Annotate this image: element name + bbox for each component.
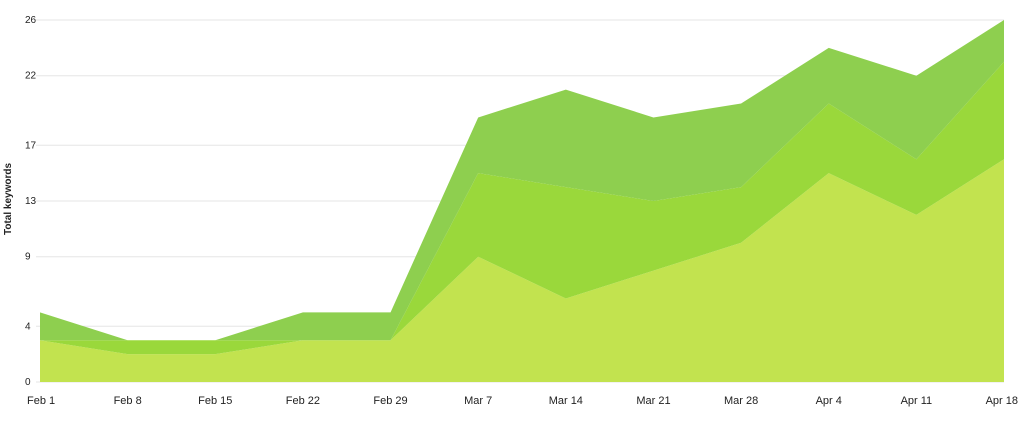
y-tick-label: 22 <box>25 71 37 82</box>
x-tick-label: Mar 28 <box>724 395 758 407</box>
x-tick-label: Mar 14 <box>549 395 583 407</box>
x-tick-label: Apr 11 <box>901 395 933 407</box>
x-tick-label: Mar 7 <box>464 395 492 407</box>
x-tick-label: Feb 29 <box>373 395 407 407</box>
area-series-1 <box>40 159 1004 382</box>
x-tick-label: Feb 8 <box>114 395 142 407</box>
y-axis-title: Total keywords <box>3 163 14 235</box>
y-tick-label: 9 <box>25 252 31 263</box>
area-series-2 <box>40 61 1004 355</box>
x-tick-label: Feb 15 <box>198 395 232 407</box>
x-tick-label: Feb 1 <box>27 395 55 407</box>
x-axis-ticks: Feb 1 Feb 8 Feb 15 Feb 22 Feb 29 Mar 7 Mar 14 M… <box>27 395 1018 407</box>
area-series-3 <box>40 20 1004 341</box>
y-tick-label: 13 <box>25 196 37 207</box>
y-tick-label: 26 <box>25 15 37 26</box>
y-axis-ticks: 0 4 9 13 17 22 26 <box>25 15 37 388</box>
y-tick-label: 0 <box>25 377 31 388</box>
x-tick-label: Apr 18 <box>986 395 1018 407</box>
x-tick-label: Feb 22 <box>286 395 320 407</box>
x-tick-label: Mar 21 <box>636 395 670 407</box>
y-tick-label: 17 <box>25 140 37 151</box>
x-tick-label: Apr 4 <box>816 395 842 407</box>
area-series-group <box>40 20 1004 382</box>
y-tick-label: 4 <box>25 321 31 332</box>
